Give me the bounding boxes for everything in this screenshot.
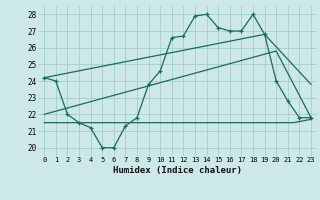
X-axis label: Humidex (Indice chaleur): Humidex (Indice chaleur) (113, 166, 242, 175)
